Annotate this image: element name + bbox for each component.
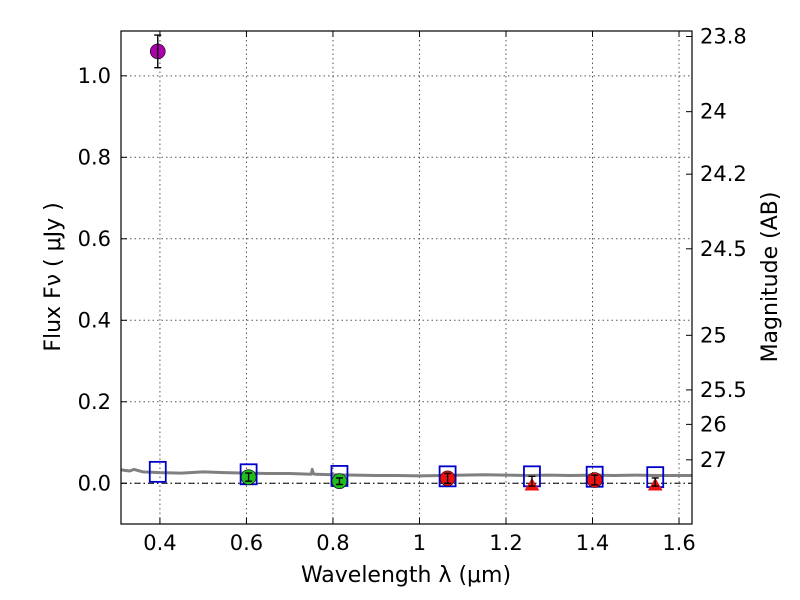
- mag-tick-label: 24.2: [700, 162, 747, 186]
- x-tick-label: 0.8: [316, 531, 349, 555]
- model-sed-line: [120, 467, 692, 478]
- mag-tick-label: 26: [700, 412, 727, 436]
- x-tick-label: 0.4: [143, 531, 176, 555]
- x-tick-label: 1: [413, 531, 426, 555]
- y-axis-title: Flux Fν ( μJy ): [41, 202, 66, 351]
- x-tick-label: 1.2: [489, 531, 522, 555]
- y-tick-label: 0.0: [78, 471, 111, 495]
- y-tick-label: 0.8: [78, 145, 111, 169]
- y-tick-label: 0.2: [78, 390, 111, 414]
- mag-tick-label: 24.5: [700, 237, 747, 261]
- plot-frame: [120, 30, 693, 525]
- mag-tick-label: 24: [700, 100, 727, 124]
- grid-lines: [121, 31, 692, 524]
- mag-tick-label: 25.5: [700, 378, 747, 402]
- y-tick-label: 0.4: [78, 308, 111, 332]
- y-tick-label: 1.0: [78, 64, 111, 88]
- x-tick-label: 0.6: [230, 531, 263, 555]
- mag-tick-label: 23.8: [700, 25, 747, 49]
- data-marks: [148, 34, 665, 491]
- y-tick-label: 0.6: [78, 227, 111, 251]
- model-photometry-square: [148, 460, 167, 483]
- mag-tick-label: 25: [700, 323, 727, 347]
- mag-tick-label: 27: [700, 448, 727, 472]
- y2-axis-title: Magnitude (AB): [758, 192, 783, 363]
- model-photometry-square: [438, 465, 457, 488]
- x-tick-label: 1.4: [576, 531, 609, 555]
- x-axis-title: Wavelength λ (μm): [301, 563, 511, 588]
- axis-ticks: [121, 31, 692, 524]
- tick-labels: 0.4 0.6 0.8 1 1.2 1.4 1.6 0.0 0.2 0.4 0.6 0.8 1.0 23.…: [78, 25, 747, 555]
- x-tick-label: 1.6: [662, 531, 695, 555]
